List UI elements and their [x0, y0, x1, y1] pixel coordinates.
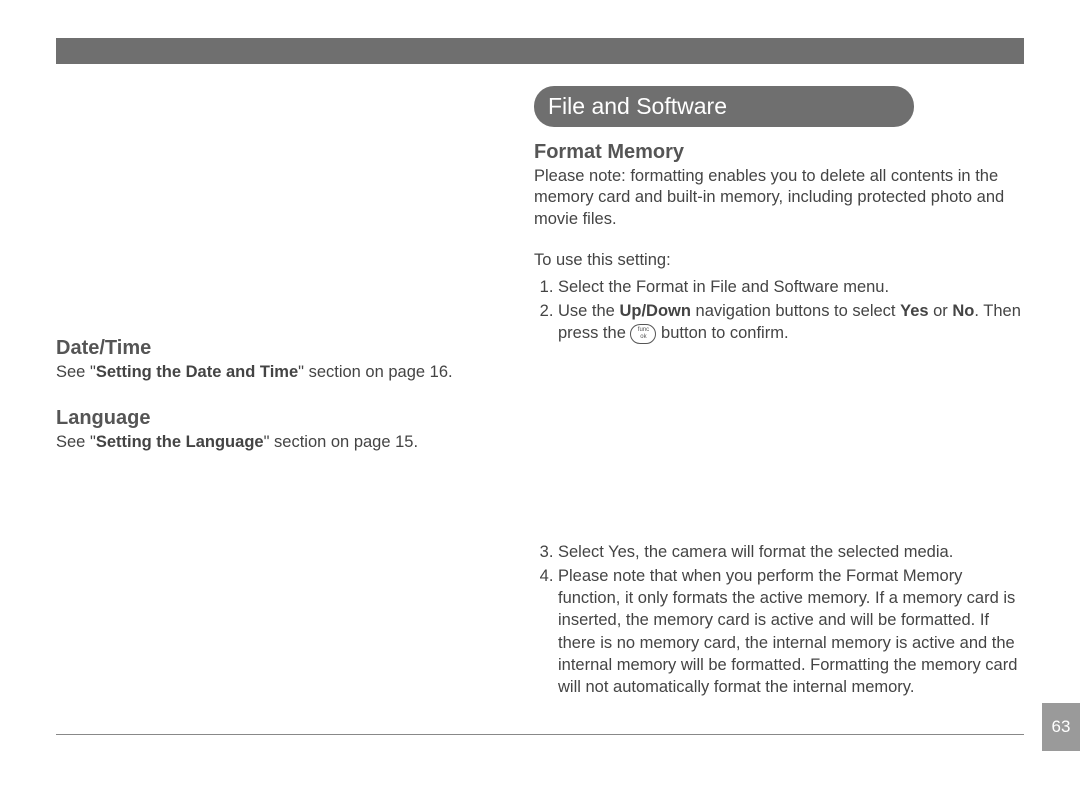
- left-column: Date/Time See "Setting the Date and Time…: [56, 86, 496, 729]
- step-2: Use the Up/Down navigation buttons to se…: [558, 300, 1024, 345]
- datetime-pre: See ": [56, 363, 96, 381]
- step-1: Select the Format in File and Software m…: [558, 276, 1024, 298]
- func-top: func: [638, 327, 649, 333]
- datetime-heading: Date/Time: [56, 337, 496, 360]
- steps-list-1: Select the Format in File and Software m…: [534, 276, 1024, 345]
- step2-or: or: [929, 302, 953, 320]
- step2-no: No: [952, 302, 974, 320]
- page-number-tab: 63: [1042, 703, 1080, 751]
- step-4: Please note that when you perform the Fo…: [558, 565, 1024, 699]
- format-note: Please note: formatting enables you to d…: [534, 166, 1024, 230]
- format-heading: Format Memory: [534, 141, 1024, 164]
- steps-list-2: Select Yes, the camera will format the s…: [534, 541, 1024, 699]
- footer-rule: [56, 734, 1024, 735]
- step2-pre: Use the: [558, 302, 619, 320]
- right-column: File and Software Format Memory Please n…: [534, 86, 1024, 729]
- func-ok-icon: funcok: [630, 324, 656, 344]
- page-content: Date/Time See "Setting the Date and Time…: [56, 86, 1024, 729]
- datetime-bold: Setting the Date and Time: [96, 363, 298, 381]
- language-heading: Language: [56, 407, 496, 430]
- func-bot: ok: [640, 334, 646, 340]
- to-use-label: To use this setting:: [534, 250, 1024, 271]
- top-bar: [56, 38, 1024, 64]
- language-bold: Setting the Language: [96, 433, 264, 451]
- language-post: " section on page 15.: [264, 433, 418, 451]
- language-pre: See ": [56, 433, 96, 451]
- language-text: See "Setting the Language" section on pa…: [56, 432, 496, 453]
- step-3: Select Yes, the camera will format the s…: [558, 541, 1024, 563]
- section-tab: File and Software: [534, 86, 914, 127]
- step2-after: button to confirm.: [656, 324, 788, 342]
- step2-mid1: navigation buttons to select: [691, 302, 900, 320]
- step2-yes: Yes: [900, 302, 928, 320]
- datetime-text: See "Setting the Date and Time" section …: [56, 362, 496, 383]
- step2-updown: Up/Down: [619, 302, 691, 320]
- datetime-post: " section on page 16.: [298, 363, 452, 381]
